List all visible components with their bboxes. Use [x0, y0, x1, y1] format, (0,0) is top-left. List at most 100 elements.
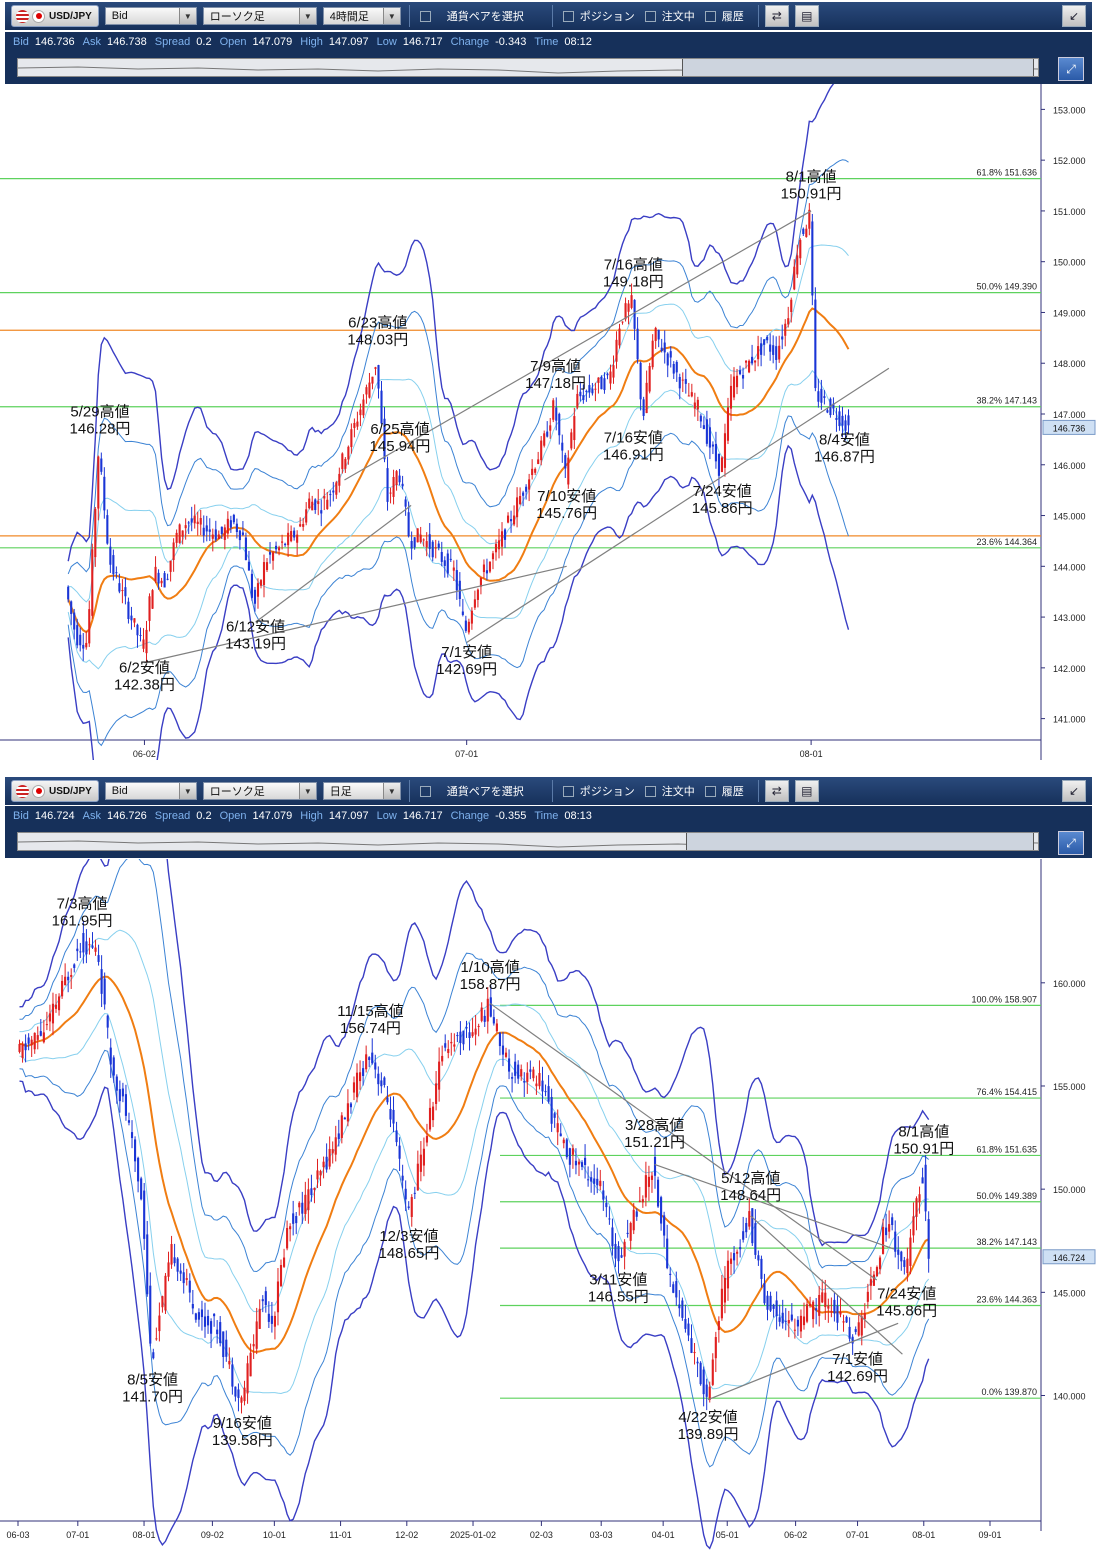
- y-tick-label: 148.000: [1053, 359, 1086, 369]
- pair-select-checkbox[interactable]: [419, 10, 431, 22]
- band-outer-line: [19, 1080, 930, 1550]
- candle-down: [152, 1352, 155, 1359]
- collapse-arrow-icon: ↙: [1068, 784, 1080, 798]
- candle-up: [172, 542, 175, 560]
- navigator-track[interactable]: [17, 832, 1039, 851]
- candle-up: [350, 429, 353, 448]
- current-price-tag: [1042, 419, 1096, 435]
- candle-down: [672, 363, 675, 374]
- y-tick-label: 160.000: [1053, 979, 1086, 989]
- chart-style-select[interactable]: ローソク足 ▼: [202, 7, 317, 25]
- candle-up: [290, 531, 293, 542]
- candle-down: [823, 396, 826, 398]
- candle-up: [434, 547, 437, 549]
- candle-down: [841, 415, 844, 426]
- fib-level-label: 23.6% 144.363: [976, 1294, 1037, 1304]
- candle-down: [769, 1295, 772, 1311]
- timeframe-select[interactable]: 4時間足 ▼: [322, 7, 401, 25]
- trendline: [707, 1322, 899, 1401]
- navigator-range-handle[interactable]: [686, 833, 1034, 850]
- candle-up: [860, 1316, 863, 1336]
- chart-settings-button[interactable]: ⇄: [764, 5, 789, 27]
- pair-select-checkbox[interactable]: [419, 785, 431, 797]
- history-checkbox[interactable]: [704, 785, 716, 797]
- candle-up: [535, 1083, 538, 1087]
- x-tick-label: 08-01: [800, 749, 823, 759]
- candle-up: [784, 323, 787, 336]
- expand-button[interactable]: ⤢: [1058, 831, 1084, 855]
- annotation-price-label: 158.87円: [460, 976, 521, 993]
- candle-down: [208, 529, 211, 532]
- candle-up: [287, 532, 290, 546]
- fib-level-label: 76.4% 154.415: [976, 1087, 1037, 1097]
- candle-down: [605, 1202, 608, 1208]
- candle-down: [188, 1280, 191, 1293]
- candle-up: [787, 1320, 790, 1324]
- candle-down: [666, 353, 669, 366]
- candle-down: [903, 1260, 906, 1267]
- candle-up: [422, 1148, 425, 1166]
- collapse-button[interactable]: ↙: [1062, 780, 1086, 802]
- history-checkbox[interactable]: [704, 10, 716, 22]
- position-checkbox[interactable]: [562, 10, 574, 22]
- candle-down: [368, 1057, 371, 1060]
- candle-up: [199, 518, 202, 525]
- candle-up: [687, 395, 690, 397]
- candle-up: [650, 1175, 654, 1180]
- timeframe-value: 4時間足: [329, 11, 369, 23]
- candle-down: [200, 1309, 204, 1318]
- candle-up: [470, 610, 473, 624]
- price-type-select[interactable]: Bid ▼: [104, 7, 197, 25]
- candle-down: [525, 486, 528, 492]
- candle-up: [282, 1257, 286, 1267]
- candle-down: [444, 1043, 447, 1048]
- candle-down: [231, 1364, 234, 1387]
- candle-down: [489, 997, 492, 1017]
- expand-button[interactable]: ⤢: [1058, 57, 1084, 81]
- fib-level-label: 100.0% 158.907: [971, 994, 1037, 1004]
- chart-style-select[interactable]: ローソク足 ▼: [202, 782, 317, 800]
- price-type-select[interactable]: Bid ▼: [104, 782, 197, 800]
- order-checkbox[interactable]: [644, 785, 656, 797]
- chart-area-4h[interactable]: 141.000 142.000 143.000 144.000 145.000 146.0…: [0, 84, 1097, 760]
- candle-down: [742, 1231, 745, 1240]
- candle-up: [778, 345, 781, 360]
- x-tick-label: 06-02: [784, 1530, 807, 1540]
- annotation-date-label: 3/11安値: [589, 1271, 647, 1288]
- navigator-range-handle[interactable]: [682, 59, 1034, 76]
- collapse-button[interactable]: ↙: [1062, 5, 1086, 27]
- quote-bar: Bid 146.736 Ask 146.738 Spread 0.2 Open 147.…: [5, 32, 1092, 52]
- pair-selector[interactable]: USD/JPY: [11, 780, 99, 802]
- candle-up: [711, 1359, 714, 1385]
- divider: [757, 5, 759, 27]
- candle-up: [258, 1308, 261, 1329]
- candle-up: [389, 492, 392, 494]
- window-button[interactable]: ▤: [794, 5, 819, 27]
- candle-up: [48, 1013, 51, 1022]
- candle-down: [264, 1291, 267, 1305]
- position-checkbox[interactable]: [562, 785, 574, 797]
- navigator-track[interactable]: [17, 58, 1039, 77]
- timeframe-select[interactable]: 日足 ▼: [322, 782, 401, 800]
- pair-selector[interactable]: USD/JPY: [11, 5, 99, 27]
- candle-down: [555, 407, 558, 421]
- candle-down: [115, 572, 118, 574]
- order-checkbox[interactable]: [644, 10, 656, 22]
- current-price-tag: [1042, 1249, 1096, 1265]
- chart-settings-button[interactable]: ⇄: [764, 780, 789, 802]
- candle-down: [751, 1208, 754, 1244]
- open-value: 147.079: [252, 36, 293, 48]
- candle-down: [115, 1076, 118, 1091]
- candle-down: [70, 601, 73, 615]
- candle-up: [33, 1032, 36, 1050]
- candle-up: [805, 228, 808, 237]
- candle-down: [465, 1026, 468, 1029]
- candle-up: [612, 365, 615, 378]
- window-button[interactable]: ▤: [794, 780, 819, 802]
- change-value: -0.355: [495, 810, 527, 822]
- chart-area-daily[interactable]: 140.000 145.000 150.000 155.000 160.000 06-03…: [0, 859, 1097, 1559]
- candle-down: [588, 385, 591, 393]
